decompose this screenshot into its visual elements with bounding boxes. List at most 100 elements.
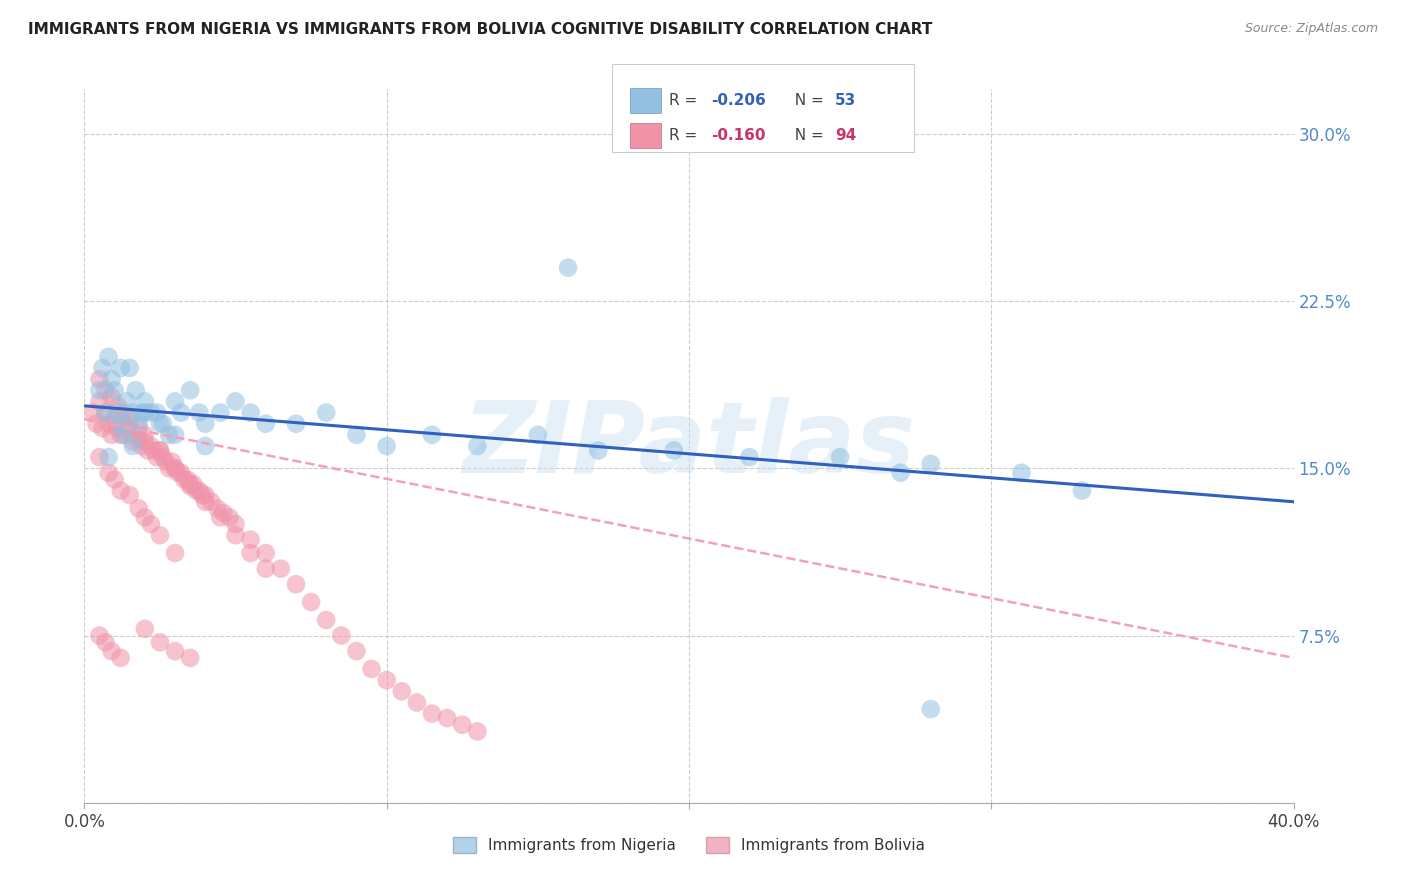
Point [104,412,127,426]
Point [165,461,187,475]
Point [173,473,195,487]
Point [149,635,172,649]
Point [89,384,111,398]
Point [170,466,193,480]
Point [107,421,129,435]
Point [152,417,174,431]
Point [346,644,368,658]
Point [176,473,198,487]
Point [391,684,413,698]
Text: Source: ZipAtlas.com: Source: ZipAtlas.com [1244,22,1378,36]
Text: -0.160: -0.160 [711,128,766,143]
Point [194,439,217,453]
Point [420,706,443,721]
Point [97,450,120,464]
Point [82,405,104,419]
Point [91,360,114,375]
Point [738,450,761,464]
Point [107,399,129,413]
Point [134,427,156,442]
Point [188,405,211,419]
Point [131,439,153,453]
Point [165,644,187,658]
Point [270,562,292,576]
Point [91,421,114,435]
Point [118,360,141,375]
Point [134,510,156,524]
Point [194,494,217,508]
Point [134,405,156,419]
Text: IMMIGRANTS FROM NIGERIA VS IMMIGRANTS FROM BOLIVIA COGNITIVE DISABILITY CORRELAT: IMMIGRANTS FROM NIGERIA VS IMMIGRANTS FR… [28,22,932,37]
Point [191,488,214,502]
Point [225,394,247,409]
Point [104,473,127,487]
Point [194,488,217,502]
Point [239,405,262,419]
Point [375,439,398,453]
Point [97,350,120,364]
Text: 53: 53 [835,93,856,108]
Point [179,384,201,398]
Point [254,562,277,576]
Point [194,417,217,431]
Point [299,595,322,609]
Point [142,443,165,458]
Point [128,501,150,516]
Point [225,528,247,542]
Point [100,427,122,442]
Point [330,628,353,642]
Point [110,360,132,375]
Point [86,417,108,431]
Point [527,427,550,442]
Point [128,432,150,446]
Point [115,427,138,442]
Point [920,702,942,716]
Point [315,613,337,627]
Point [149,528,172,542]
Point [94,635,117,649]
Point [170,405,193,419]
Point [557,260,579,275]
Text: R =: R = [669,93,703,108]
Point [406,696,429,710]
Text: N =: N = [785,128,828,143]
Point [467,439,489,453]
Point [360,662,382,676]
Point [155,454,177,469]
Point [121,439,143,453]
Point [134,434,156,449]
Point [212,506,235,520]
Point [225,516,247,531]
Point [118,412,141,426]
Text: -0.206: -0.206 [711,93,766,108]
Point [200,494,222,508]
Point [149,443,172,458]
Point [467,724,489,739]
Point [157,427,180,442]
Point [181,476,204,491]
Point [94,384,117,398]
Point [218,510,240,524]
Point [186,483,208,498]
Point [104,384,127,398]
Point [94,405,117,419]
Text: 94: 94 [835,128,856,143]
Point [149,417,172,431]
Point [128,421,150,435]
Point [165,461,187,475]
Point [207,501,229,516]
Point [160,454,183,469]
Point [436,711,458,725]
Point [165,546,187,560]
Point [125,427,148,442]
Point [146,405,169,419]
Point [139,439,162,453]
Point [157,461,180,475]
Point [451,717,474,731]
Point [110,427,132,442]
Point [209,405,232,419]
Point [179,476,201,491]
Point [97,417,120,431]
Point [100,372,122,386]
Point [121,405,143,419]
